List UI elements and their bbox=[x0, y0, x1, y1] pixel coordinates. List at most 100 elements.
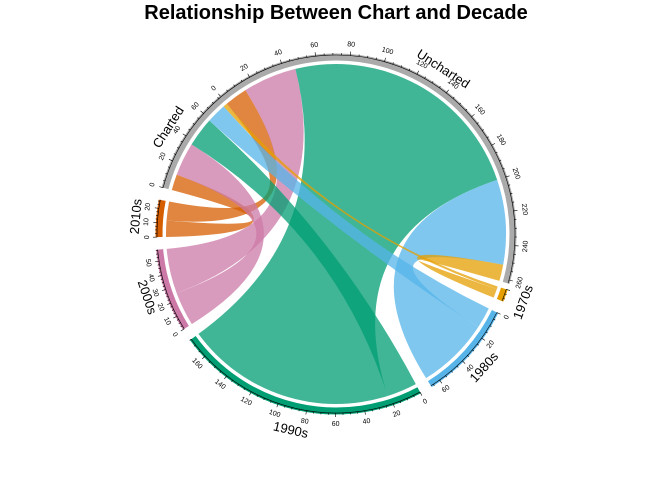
ribbon-uncharted-2010s bbox=[166, 90, 277, 222]
major-tick bbox=[224, 375, 228, 380]
tick-label-charted-0: 0 bbox=[149, 182, 157, 188]
major-tick bbox=[157, 275, 162, 277]
tick-label-2000s-50: 50 bbox=[144, 258, 152, 267]
tick-label-1990s-120: 120 bbox=[239, 396, 253, 408]
tick-label-1980s-20: 20 bbox=[486, 339, 496, 349]
minor-tick bbox=[162, 285, 165, 287]
ribbon-uncharted-2000s bbox=[166, 68, 304, 294]
tick-label-2000s-20: 20 bbox=[156, 302, 166, 312]
major-tick bbox=[280, 59, 282, 64]
tick-label-uncharted-80: 80 bbox=[347, 41, 355, 49]
tick-label-uncharted-160: 160 bbox=[473, 103, 486, 116]
sector-axis-2000s bbox=[157, 249, 185, 330]
minor-tick bbox=[465, 108, 468, 111]
tick-label-1990s-100: 100 bbox=[268, 409, 281, 419]
minor-tick bbox=[424, 76, 426, 79]
minor-tick bbox=[431, 81, 434, 84]
minor-tick bbox=[213, 366, 216, 369]
minor-tick bbox=[243, 387, 246, 390]
sector-bar-2010s bbox=[155, 199, 166, 238]
tick-label-2010s-10: 10 bbox=[143, 218, 150, 226]
minor-tick bbox=[433, 384, 435, 387]
ribbon-charted-2010s bbox=[166, 174, 254, 237]
sector-axis-charted bbox=[162, 96, 222, 188]
tick-label-1980s-0: 0 bbox=[503, 314, 511, 321]
minor-tick bbox=[451, 370, 453, 373]
major-tick bbox=[202, 355, 206, 360]
major-tick bbox=[180, 328, 185, 332]
major-tick bbox=[505, 175, 510, 178]
minor-tick bbox=[472, 349, 475, 352]
minor-tick bbox=[459, 102, 462, 105]
major-tick bbox=[392, 403, 395, 408]
major-tick bbox=[182, 133, 187, 137]
minor-tick bbox=[161, 282, 164, 284]
tick-label-2000s-0: 0 bbox=[171, 331, 179, 338]
ribbons bbox=[166, 63, 506, 404]
minor-tick bbox=[192, 123, 195, 125]
minor-tick bbox=[495, 151, 498, 154]
minor-tick bbox=[489, 325, 492, 327]
minor-tick bbox=[486, 136, 489, 139]
minor-tick bbox=[264, 67, 266, 70]
minor-tick bbox=[399, 401, 402, 404]
major-tick bbox=[161, 289, 166, 291]
sector-bar-uncharted bbox=[219, 53, 517, 284]
minor-tick bbox=[233, 84, 236, 87]
minor-tick bbox=[167, 166, 170, 168]
minor-tick bbox=[263, 397, 265, 401]
tick-label-1990s-0: 0 bbox=[422, 398, 429, 406]
minor-tick bbox=[456, 365, 459, 368]
tick-label-uncharted-180: 180 bbox=[495, 133, 507, 147]
tick-label-2000s-10: 10 bbox=[162, 316, 172, 326]
minor-tick bbox=[493, 318, 496, 321]
minor-tick bbox=[171, 309, 174, 311]
minor-tick bbox=[270, 400, 272, 403]
minor-tick bbox=[208, 361, 211, 364]
major-tick bbox=[305, 410, 307, 415]
minor-tick bbox=[413, 395, 415, 398]
major-tick bbox=[462, 360, 466, 364]
minor-tick bbox=[176, 319, 179, 321]
major-tick bbox=[364, 410, 366, 415]
tick-label-1980s-40: 40 bbox=[465, 364, 476, 375]
sector-bar-2000s bbox=[156, 249, 189, 330]
sector-2000s: 0 10 20 30 40 50 2000s bbox=[135, 249, 189, 338]
major-tick bbox=[159, 186, 164, 188]
minor-tick bbox=[189, 338, 192, 341]
ribbon-uncharted-1970s bbox=[417, 254, 504, 298]
major-tick bbox=[481, 337, 486, 341]
sector-label-2010s: 2010s bbox=[127, 198, 145, 235]
minor-tick bbox=[406, 398, 408, 401]
minor-tick bbox=[289, 59, 291, 62]
minor-tick bbox=[176, 146, 180, 149]
tick-label-uncharted-200: 200 bbox=[511, 167, 521, 180]
minor-tick bbox=[481, 129, 484, 131]
sector-bar-1980s bbox=[427, 310, 499, 388]
tick-label-2010s-0: 0 bbox=[142, 235, 149, 239]
minor-tick bbox=[452, 96, 455, 99]
major-tick bbox=[247, 73, 250, 78]
tick-label-2000s-40: 40 bbox=[147, 273, 156, 282]
major-tick bbox=[471, 114, 475, 118]
tick-label-charted-20: 20 bbox=[158, 152, 168, 162]
major-tick bbox=[419, 391, 423, 396]
ribbon-uncharted-1980s bbox=[393, 179, 506, 379]
chart-title: Relationship Between Chart and Decade bbox=[144, 2, 528, 24]
tick-label-uncharted-260: 260 bbox=[515, 276, 525, 289]
minor-tick bbox=[508, 184, 511, 186]
minor-tick bbox=[502, 167, 505, 170]
tick-label-2010s-20: 20 bbox=[144, 202, 152, 211]
minor-tick bbox=[272, 64, 274, 67]
minor-tick bbox=[231, 379, 233, 382]
tick-label-1990s-160: 160 bbox=[190, 357, 203, 370]
minor-tick bbox=[178, 322, 181, 324]
minor-tick bbox=[211, 101, 214, 104]
minor-tick bbox=[476, 122, 479, 124]
sector-label-2000s: 2000s bbox=[135, 278, 161, 317]
tick-label-uncharted-220: 220 bbox=[520, 203, 528, 216]
tick-label-charted-60: 60 bbox=[190, 101, 200, 112]
minor-tick bbox=[193, 344, 196, 347]
sector-bar-1970s bbox=[496, 287, 508, 302]
